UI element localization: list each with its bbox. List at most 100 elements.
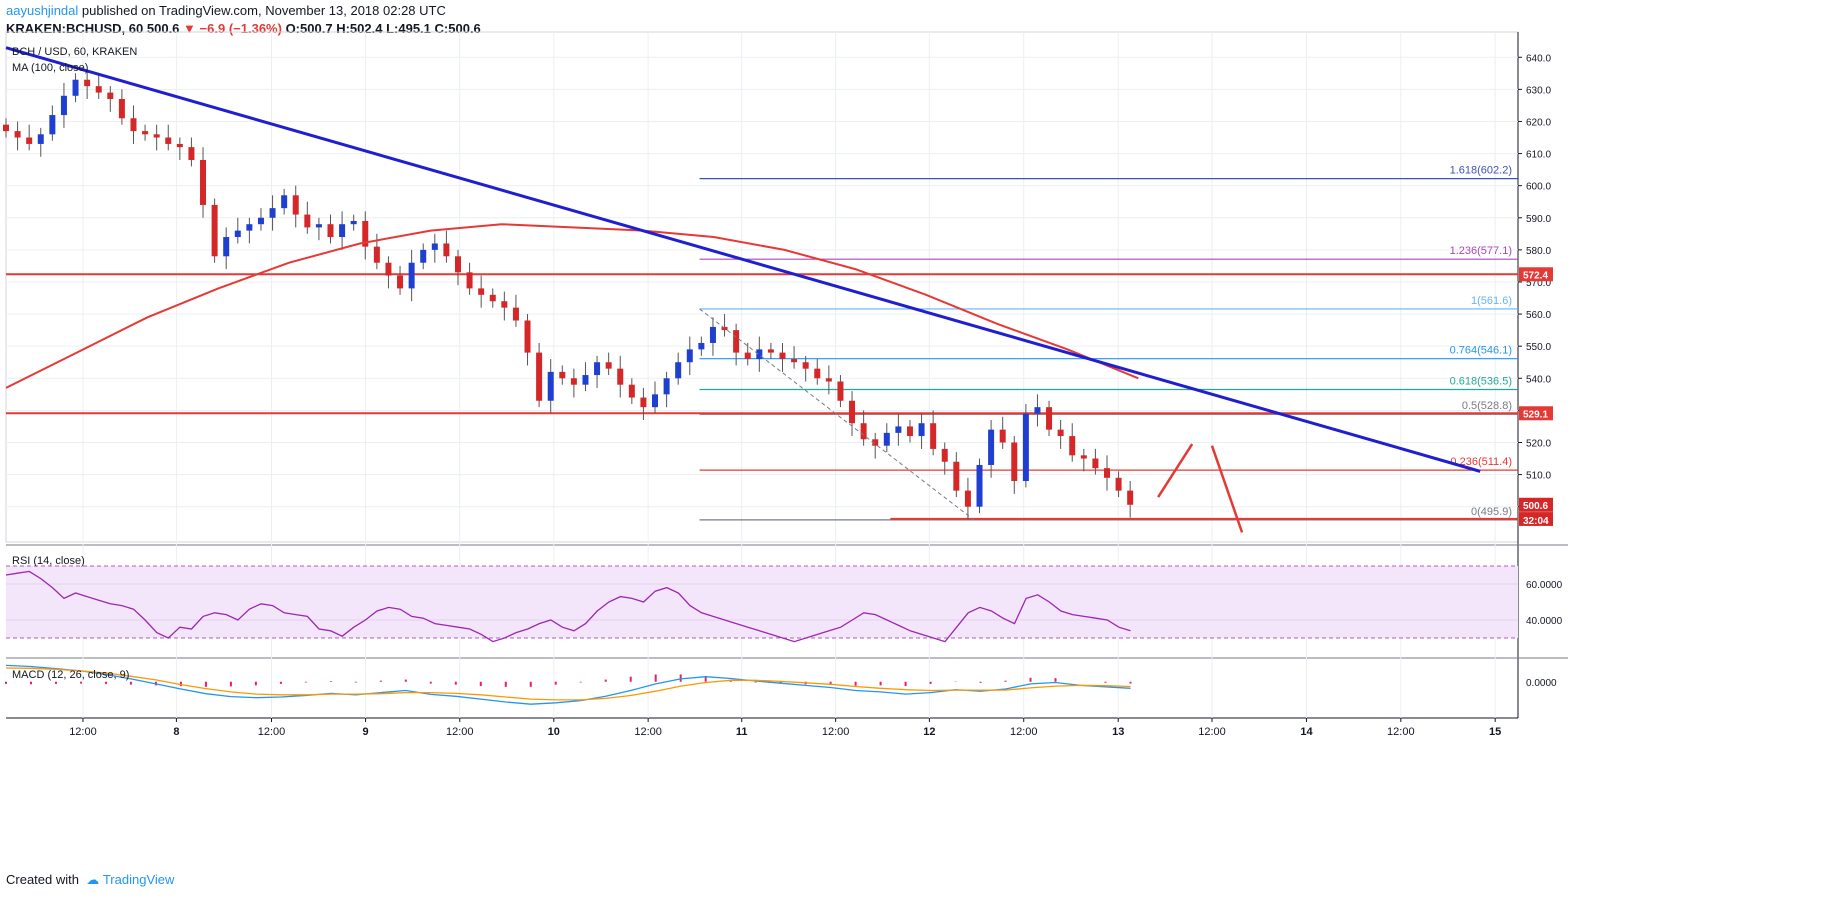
candle-body [663, 378, 670, 395]
countdown-tag [1519, 512, 1553, 526]
candle-body [3, 124, 9, 132]
candle-body [454, 256, 461, 273]
candle-body [1103, 468, 1110, 478]
chart-canvas[interactable]: 500.0510.0520.0530.0540.0550.0560.0570.0… [0, 0, 1828, 860]
x-tick-label: 12:00 [634, 726, 662, 738]
candle-body [594, 362, 601, 376]
x-tick-label: 9 [362, 726, 368, 738]
candle-body [26, 137, 33, 144]
candle-body [385, 262, 392, 276]
candle-body [315, 224, 322, 228]
x-tick-label: 8 [173, 726, 179, 738]
fib-level-label: 0.236(511.4) [1450, 456, 1512, 468]
fib-level-label: 1.236(577.1) [1450, 245, 1512, 257]
candle-body [234, 230, 241, 238]
candle-body [72, 79, 79, 96]
y-tick-label: 620.0 [1526, 117, 1551, 128]
fib-level-label: 0.764(546.1) [1450, 345, 1512, 357]
footer: Created with ☁ TradingView [6, 872, 174, 888]
candle-body [547, 371, 554, 401]
rsi-tick-label: 40.0000 [1526, 616, 1563, 627]
fib-level-label: 1.618(602.2) [1450, 165, 1512, 177]
price-tag-label: 500.6 [1523, 501, 1548, 512]
candle-body [849, 400, 856, 424]
bearish-trendline [5, 46, 1481, 473]
candle-body [478, 288, 485, 295]
candle-body [582, 375, 589, 385]
candle-body [130, 118, 137, 132]
candle-body [1034, 407, 1041, 414]
x-tick-label: 12:00 [69, 726, 97, 738]
candle-body [339, 224, 346, 238]
tradingview-logo-icon: ☁ [86, 872, 100, 887]
tradingview-link[interactable]: TradingView [102, 872, 175, 887]
candle-body [675, 362, 682, 379]
main-panel-border [5, 31, 1519, 543]
fib-level-label: 1(561.6) [1471, 295, 1512, 307]
candle-body [733, 330, 740, 353]
candle-body [153, 134, 160, 138]
candle-body [165, 137, 172, 144]
price-tag [1519, 406, 1553, 421]
candle-body [814, 368, 821, 379]
y-tick-label: 600.0 [1526, 182, 1551, 193]
main-chart-title: BCH / USD, 60, KRAKEN [12, 46, 137, 58]
candle-body [246, 224, 253, 231]
candle-body [779, 352, 786, 360]
candle-body [223, 237, 230, 257]
candle-body [431, 243, 438, 250]
candle-body [825, 378, 832, 382]
candle-body [281, 195, 288, 209]
price-tag [1519, 267, 1553, 282]
candle-body [837, 381, 844, 401]
candle-body [709, 326, 716, 343]
author-link[interactable]: aayushjindal [6, 3, 79, 18]
candle-body [652, 394, 659, 408]
y-tick-label: 570.0 [1526, 278, 1551, 289]
candle-body [107, 92, 114, 99]
candle-body [570, 378, 577, 385]
x-tick-label: 12:00 [258, 726, 286, 738]
candle-body [142, 131, 149, 135]
candle-body [350, 220, 357, 225]
candle-body [200, 159, 207, 205]
rsi-band [6, 566, 1518, 638]
candle-body [802, 362, 809, 369]
candle-body [860, 423, 867, 440]
x-tick-label: 14 [1300, 726, 1313, 738]
candle-body [269, 208, 276, 218]
candle-body [883, 432, 890, 446]
candle-body [640, 397, 647, 408]
created-with-text: Created with [6, 872, 79, 887]
candle-body [895, 426, 902, 433]
candle-body [918, 423, 925, 437]
candle-body [1022, 413, 1029, 482]
candle-body [1092, 458, 1099, 469]
candle-body [964, 490, 971, 507]
y-tick-label: 590.0 [1526, 214, 1551, 225]
price-tag-label: 529.1 [1523, 409, 1548, 420]
y-tick-label: 640.0 [1526, 53, 1551, 64]
fib-level-label: 0.618(536.5) [1450, 376, 1512, 388]
candle-body [211, 204, 218, 257]
candle-body [408, 262, 415, 289]
candle-body [953, 461, 960, 491]
projection-up-line [1157, 443, 1194, 498]
candle-body [1011, 442, 1018, 482]
rsi-label: RSI (14, close) [12, 555, 85, 567]
candle-body [628, 384, 635, 398]
price-tag [1519, 497, 1553, 512]
candle-body [1069, 436, 1076, 456]
candle-body [605, 362, 612, 369]
y-tick-label: 630.0 [1526, 85, 1551, 96]
candle-body [1046, 407, 1053, 430]
macd-tick-label: 0.0000 [1526, 678, 1557, 689]
y-tick-label: 610.0 [1526, 150, 1551, 161]
x-tick-label: 12:00 [446, 726, 474, 738]
fib-level-label: 0(495.9) [1471, 506, 1512, 518]
fib-anchor-dashed [699, 308, 975, 521]
publish-header: aayushjindal published on TradingView.co… [6, 3, 446, 18]
projection-down-line [1210, 445, 1244, 533]
candle-body [95, 86, 102, 93]
y-tick-label: 550.0 [1526, 342, 1551, 353]
